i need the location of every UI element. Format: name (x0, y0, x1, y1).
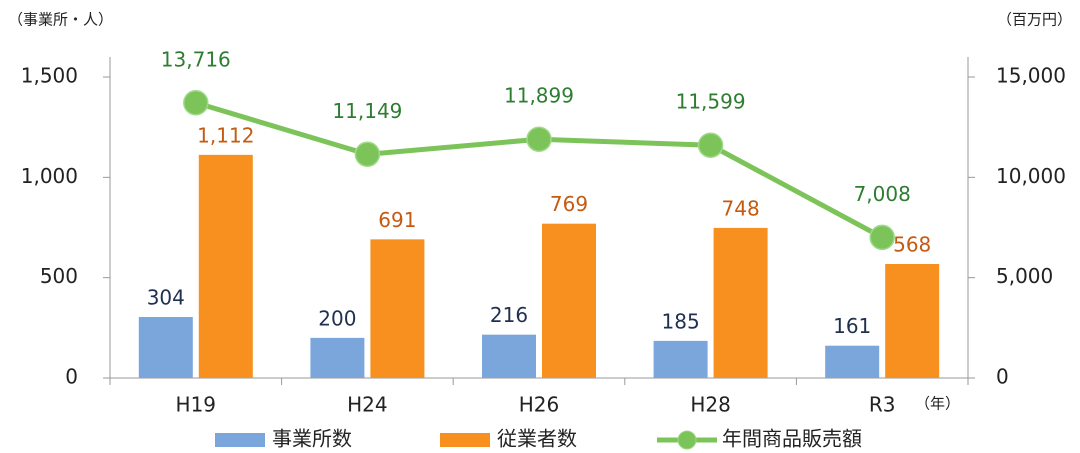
bar (713, 227, 768, 378)
line-marker (526, 126, 552, 152)
bar-label: 200 (318, 306, 356, 330)
line-label: 13,716 (161, 47, 231, 71)
line-label: 11,899 (504, 84, 574, 108)
bar (370, 239, 425, 378)
bar-label: 748 (722, 196, 760, 220)
bar (198, 154, 253, 378)
x-tick-label: R3 (869, 393, 896, 417)
x-tick-label: H19 (176, 393, 217, 417)
y2-tick-label: 0 (996, 365, 1009, 389)
y-tick-label: 500 (40, 264, 78, 288)
bar (653, 340, 708, 378)
y2-axis-title: （百万円） (997, 11, 1072, 29)
line-marker (354, 141, 381, 168)
legend-label: 従業者数 (497, 427, 577, 451)
bar (482, 334, 536, 378)
line-marker (697, 132, 724, 158)
bar-label: 216 (490, 303, 528, 327)
bar (310, 337, 365, 378)
bar (825, 345, 880, 378)
bar (885, 264, 940, 378)
legend-label: 年間商品販売額 (722, 427, 862, 451)
bar (542, 223, 596, 378)
legend-swatch (215, 433, 265, 447)
line-label: 7,008 (854, 182, 911, 206)
line (195, 100, 884, 240)
bar-label: 304 (147, 285, 185, 309)
line-marker (869, 224, 895, 251)
y-axis-title: （事業所・人） (8, 11, 113, 29)
x-tick-label: H26 (519, 393, 560, 417)
legend-marker (677, 430, 697, 450)
y-tick-label: 1,000 (21, 164, 78, 188)
bar-label: 185 (662, 309, 700, 333)
y2-tick-label: 5,000 (996, 264, 1053, 288)
line-marker (183, 90, 209, 116)
y2-tick-label: 15,000 (996, 64, 1066, 88)
bar-label: 769 (550, 192, 588, 216)
x-tick-label: H28 (690, 393, 731, 417)
bar-label: 568 (893, 233, 931, 257)
y-tick-label: 0 (65, 365, 78, 389)
y-tick-label: 1,500 (21, 64, 78, 88)
line-label: 11,599 (676, 90, 746, 114)
x-tick-label: H24 (347, 393, 388, 417)
line-label: 11,149 (332, 99, 402, 123)
bar-label: 161 (833, 314, 871, 338)
legend-label: 事業所数 (272, 427, 352, 451)
bar-label: 691 (378, 208, 416, 232)
y2-tick-label: 10,000 (996, 164, 1066, 188)
bar (138, 316, 193, 378)
x-axis-title: （年） (915, 395, 960, 413)
bar-label: 1,112 (197, 123, 254, 147)
legend-swatch (440, 433, 490, 447)
